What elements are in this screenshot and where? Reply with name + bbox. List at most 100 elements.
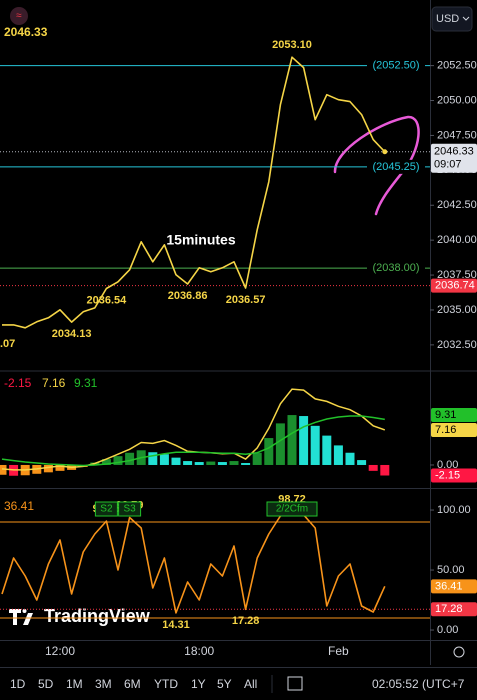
freehand-drawing[interactable] [333,115,420,216]
legend-value: -2.15 [4,376,32,390]
y-tick-label: 2032.50 [437,339,477,351]
histogram-bar [241,463,251,465]
histogram-bar [125,452,135,465]
y-tick-label: 0.00 [437,624,458,636]
histogram-bar [322,435,332,465]
price-badge-label: -2.15 [435,469,460,481]
signal-box [94,501,118,517]
price-badge-label: 9.31 [435,409,456,421]
signal-box [266,501,318,517]
x-tick-label: 18:00 [184,644,214,658]
signal-box [118,501,142,517]
histogram-bar [159,454,169,465]
signal-label: 2/2Cfm [276,504,308,515]
price-line [2,56,386,329]
histogram-bar [206,461,216,465]
range-button[interactable]: All [244,677,257,691]
range-button[interactable]: 3M [95,677,112,691]
y-tick-label: 0.00 [437,459,458,471]
level-label-bg [367,58,425,73]
price-badge-label: 7.16 [435,424,456,436]
price-badge-label: 2036.74 [435,280,475,292]
range-button[interactable]: 1D [10,677,26,691]
range-button[interactable]: 1Y [191,677,206,691]
y-tick-label: 2040.00 [437,234,477,246]
indicator-line [1,415,385,467]
value-label: 17.28 [232,615,260,627]
y-tick-label: 2047.50 [437,129,477,141]
histogram-bar [194,462,204,465]
price-badge [431,468,477,483]
histogram-bar [148,452,158,465]
price-badge [431,407,477,422]
signal-label: S2 [100,504,113,515]
value-label: 14.31 [162,619,190,631]
logo: TradingView [9,606,151,626]
price-badge [431,278,477,293]
x-tick-label: Feb [328,644,349,658]
dropdown-caret [462,16,470,21]
logo-mark [9,609,33,625]
price-badge-label: 36.41 [435,580,463,592]
histogram-bar [275,423,285,465]
histogram-bar [217,462,227,465]
histogram-bar [229,461,239,465]
currency-label: USD [436,13,459,25]
y-tick-label: 2042.50 [437,199,477,211]
histogram-bar [252,452,262,465]
range-button[interactable]: 5Y [217,677,232,691]
settings-icon[interactable] [453,646,465,658]
y-tick-label: 50.00 [437,564,465,576]
value-label: 2036.54 [87,294,128,306]
level-label-bg [367,159,425,174]
range-button[interactable]: YTD [154,677,178,691]
level-label: (2038.00) [372,262,419,274]
symbol-icon[interactable] [10,7,28,25]
range-button[interactable]: 6M [124,677,141,691]
signal-label: S3 [123,504,136,515]
y-tick-label: 2050.00 [437,94,477,106]
histogram-bar [264,438,274,465]
histogram-bar [0,464,7,475]
watermark: TradingView [44,606,151,626]
last-point [382,149,388,155]
current-price-badge [431,143,477,173]
price-line [1,510,386,614]
legend-value: 9.31 [74,376,98,390]
price-badge [431,579,477,594]
histogram-bar [299,416,309,465]
histogram-bar [368,464,378,471]
annotation: 15minutes [166,232,235,248]
currency-button[interactable] [431,6,473,32]
histogram-bar [333,445,343,465]
range-button[interactable]: 5D [38,677,54,691]
histogram-bar [113,456,123,465]
level-label: (2045.25) [372,161,419,173]
price-badge [431,422,477,437]
histogram-bar [287,415,297,465]
clock[interactable]: 02:05:52 (UTC+7 [372,677,465,691]
annotation: .07 [0,338,15,350]
histogram-bar [101,459,111,465]
histogram-bar [310,425,320,465]
histogram-bar [43,464,53,473]
x-tick-label: 12:00 [45,644,75,658]
price-badge [431,602,477,617]
legend-price: 2046.33 [4,25,48,39]
histogram-bar [380,464,390,476]
countdown: 09:07 [434,159,462,171]
value-label: 2036.86 [168,290,208,302]
date-range-icon[interactable] [287,676,303,691]
legend-value: 36.41 [4,499,34,513]
price-badge-label: 17.28 [435,603,463,615]
histogram-bar [183,461,193,465]
logo-dot [22,609,27,613]
histogram-bar [171,457,181,465]
range-button[interactable]: 1M [66,677,83,691]
symbol-icon-glyph: ≈ [16,11,22,22]
histogram-bar [55,464,65,471]
legend-value: 7.16 [42,376,66,390]
